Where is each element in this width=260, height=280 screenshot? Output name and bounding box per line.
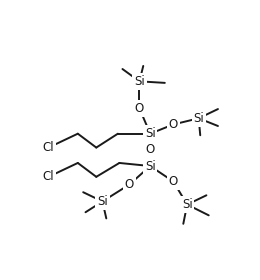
Text: Cl: Cl — [43, 170, 54, 183]
Text: Si: Si — [134, 75, 145, 88]
Text: O: O — [146, 143, 155, 156]
Text: O: O — [125, 178, 134, 191]
Text: Si: Si — [182, 198, 192, 211]
Text: Si: Si — [145, 127, 155, 140]
Text: Si: Si — [193, 112, 204, 125]
Text: Si: Si — [97, 195, 108, 208]
Text: Cl: Cl — [43, 141, 54, 154]
Text: O: O — [169, 175, 178, 188]
Text: O: O — [135, 102, 144, 115]
Text: O: O — [169, 118, 178, 131]
Text: Si: Si — [145, 160, 155, 172]
